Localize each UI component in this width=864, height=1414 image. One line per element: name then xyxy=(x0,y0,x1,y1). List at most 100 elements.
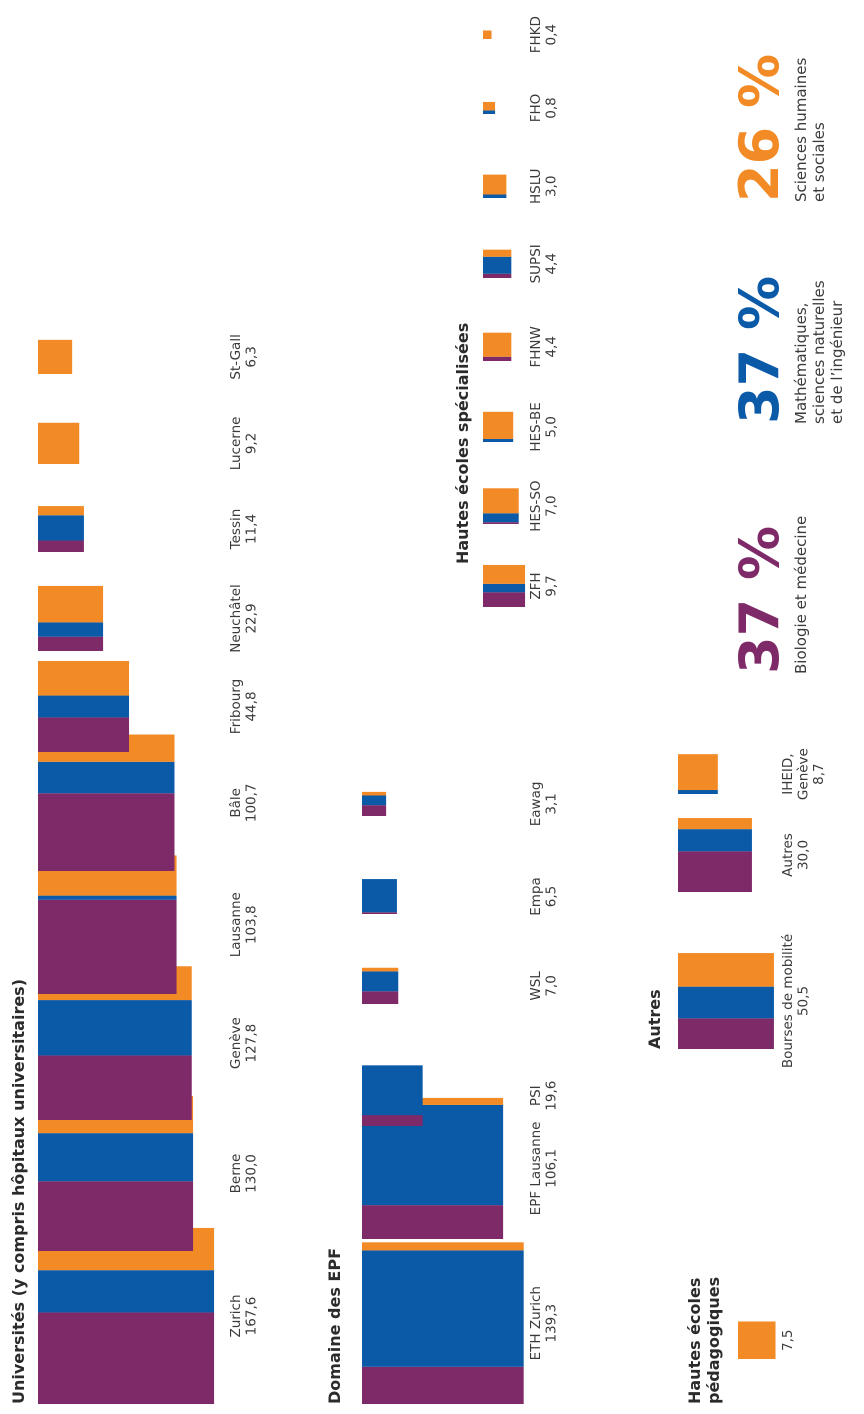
bar-label-hes-7: FHKD0,4 xyxy=(528,16,560,53)
bar-label-epf-1: EPF Lausanne106,1 xyxy=(528,1121,560,1215)
bar-label-hes-5: HSLU3,0 xyxy=(528,169,560,204)
bar-label-hes-4: SUPSI4,4 xyxy=(528,244,560,283)
bar-label-universites-2: Genève127,8 xyxy=(228,1017,260,1069)
bar-segment-hes-1-0 xyxy=(483,522,519,524)
bar-segment-universites-6-1 xyxy=(38,622,104,637)
bar-segment-universites-7-1 xyxy=(38,515,84,541)
bar-segment-universites-4-1 xyxy=(38,761,175,794)
bar-segment-hes-2-2 xyxy=(483,411,514,439)
bar-segment-hes-4-1 xyxy=(483,256,512,274)
bar-label-universites-7: Tessin11,4 xyxy=(228,509,260,551)
bar-segment-universites-1-0 xyxy=(38,1181,194,1251)
bar-segment-epf-0-0 xyxy=(362,1366,524,1404)
bar-label-universites-0: Zurich167,6 xyxy=(228,1294,260,1337)
bars-layer xyxy=(38,30,776,1404)
bar-segment-universites-2-1 xyxy=(38,1000,192,1056)
bar-segment-epf-0-2 xyxy=(362,1242,524,1251)
bar-segment-universites-5-2 xyxy=(38,660,130,696)
bar-label-universites-4: Bâle100,7 xyxy=(228,783,260,822)
bar-label-epf-2: PSI19,6 xyxy=(528,1081,560,1111)
bar-segment-universites-6-0 xyxy=(38,636,104,651)
bar-segment-epf-5-0 xyxy=(362,805,387,816)
bar-label-autres-1: Autres30,0 xyxy=(780,833,812,877)
bar-segment-universites-3-0 xyxy=(38,899,177,994)
bar-segment-hes-0-1 xyxy=(483,583,526,593)
bar-label-hes-1: HES-SO7,0 xyxy=(528,480,560,531)
bar-segment-universites-1-1 xyxy=(38,1133,194,1182)
bar-segment-hep-0-2 xyxy=(738,1321,776,1359)
bar-segment-universites-9-2 xyxy=(38,339,73,374)
bar-segment-hes-1-1 xyxy=(483,513,519,523)
bar-segment-epf-1-1 xyxy=(362,1104,504,1206)
bar-segment-universites-2-0 xyxy=(38,1055,192,1120)
legend-caption-0: Biologie et médecine xyxy=(792,516,810,674)
bar-segment-autres-2-1 xyxy=(678,790,718,794)
bar-label-universites-8: Lucerne9,2 xyxy=(228,417,260,471)
bar-segment-hes-4-0 xyxy=(483,273,512,278)
bar-segment-hes-2-1 xyxy=(483,438,514,442)
legend-caption-2: Sciences humaineset sociales xyxy=(792,58,828,202)
bar-label-universites-5: Fribourg44,8 xyxy=(228,679,260,734)
bar-segment-autres-0-1 xyxy=(678,986,774,1019)
bar-segment-epf-3-0 xyxy=(362,991,399,1004)
bar-segment-epf-4-1 xyxy=(362,879,397,913)
bar-segment-epf-2-0 xyxy=(362,1115,423,1126)
bar-segment-hes-6-2 xyxy=(483,101,496,111)
legend-percent-1: 37 % xyxy=(728,276,791,424)
bar-segment-epf-2-1 xyxy=(362,1065,423,1116)
bar-label-hes-3: FHNW4,4 xyxy=(528,326,560,367)
bar-segment-hes-1-2 xyxy=(483,488,519,514)
bar-segment-universites-4-0 xyxy=(38,793,175,871)
bar-segment-epf-5-1 xyxy=(362,795,387,806)
bar-segment-autres-0-2 xyxy=(678,953,774,987)
bar-segment-epf-4-0 xyxy=(362,912,397,914)
bar-segment-universites-7-2 xyxy=(38,506,84,516)
hes-title: Hautes écoles spécialisées xyxy=(453,323,472,564)
bar-label-autres-2: IHEID,Genève8,7 xyxy=(780,748,827,800)
bar-label-hes-0: ZFH9,7 xyxy=(528,572,560,599)
bar-segment-hes-7-2 xyxy=(483,30,492,39)
bar-segment-hes-0-0 xyxy=(483,592,526,607)
bar-label-universites-1: Berne130,0 xyxy=(228,1154,260,1194)
bar-segment-universites-3-1 xyxy=(38,895,177,900)
epf-title: Domaine des EPF xyxy=(325,1248,344,1404)
bar-segment-autres-1-2 xyxy=(678,818,752,830)
bar-segment-hes-0-2 xyxy=(483,564,526,584)
legend-percent-2: 26 % xyxy=(728,54,791,202)
bar-segment-hes-3-2 xyxy=(483,332,512,357)
bar-segment-autres-1-1 xyxy=(678,829,752,852)
bar-segment-autres-0-0 xyxy=(678,1018,774,1049)
bar-segment-hes-4-2 xyxy=(483,249,512,257)
bar-label-epf-0: ETH Zurich139,3 xyxy=(528,1286,560,1360)
bar-label-epf-5: Eawag3,1 xyxy=(528,782,560,827)
bar-segment-universites-6-2 xyxy=(38,585,104,623)
bar-segment-universites-5-0 xyxy=(38,717,130,752)
bar-segment-epf-3-1 xyxy=(362,971,399,992)
bar-segment-autres-1-0 xyxy=(678,851,752,892)
bar-segment-epf-5-2 xyxy=(362,791,387,796)
legend-caption-1: Mathématiques,sciences naturelleset de l… xyxy=(792,280,846,424)
bar-segment-hes-5-1 xyxy=(483,194,507,198)
bar-label-epf-4: Empa6,5 xyxy=(528,877,560,916)
labels-layer: Zurich167,6 Berne130,0 Genève127,8 Lausanne… xyxy=(228,16,827,1360)
bar-label-autres-0: Bourses de mobilité50,5 xyxy=(780,934,812,1068)
bar-segment-epf-0-1 xyxy=(362,1250,524,1367)
bar-segment-epf-3-2 xyxy=(362,967,399,972)
bar-segment-hes-3-0 xyxy=(483,356,512,361)
bar-label-universites-3: Lausanne103,8 xyxy=(228,892,260,957)
bar-segment-autres-2-2 xyxy=(678,754,718,791)
bar-label-hes-2: HES-BE5,0 xyxy=(528,402,560,451)
hep-title: Hautes écolespédagogiques xyxy=(685,1277,723,1404)
bar-segment-hes-6-1 xyxy=(483,110,496,114)
autres-title: Autres xyxy=(645,989,664,1049)
universites-title: Universités (y compris hôpitaux universi… xyxy=(9,979,28,1404)
bar-segment-universites-8-2 xyxy=(38,422,80,464)
bar-label-hes-6: FHO0,8 xyxy=(528,94,560,123)
bar-segment-universites-0-0 xyxy=(38,1312,215,1404)
bar-label-universites-9: St-Gall6,3 xyxy=(228,334,260,379)
bar-segment-universites-5-1 xyxy=(38,695,130,718)
bar-label-hep-0: 7,5 xyxy=(780,1329,796,1350)
bar-label-universites-6: Neuchâtel22,9 xyxy=(228,584,260,653)
bar-segment-hes-5-2 xyxy=(483,174,507,195)
